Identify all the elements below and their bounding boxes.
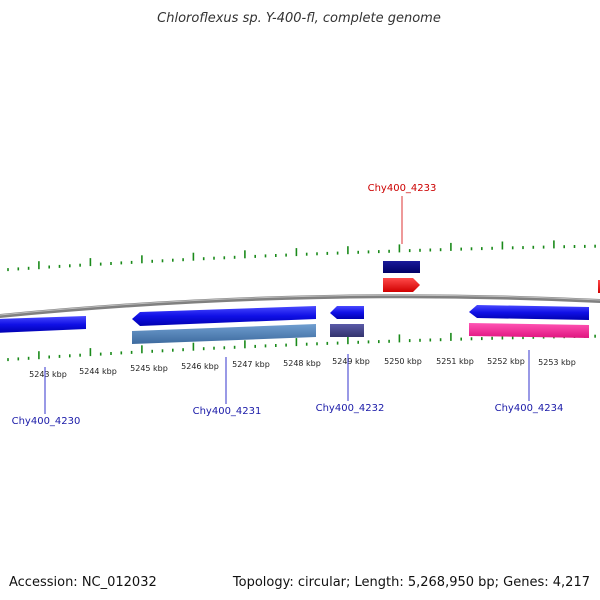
- gene-feature-chy400-4231[interactable]: [132, 306, 316, 326]
- backbone: [0, 294, 600, 319]
- scale-label: 5249 kbp: [332, 357, 370, 366]
- gene-feature-chy400-4232-domain[interactable]: [330, 324, 364, 337]
- outer-tick-marks: [7, 240, 596, 272]
- gene-feature-chy400-4232[interactable]: [330, 306, 364, 319]
- genome-summary-text: Topology: circular; Length: 5,268,950 bp…: [232, 575, 590, 590]
- scale-label: 5245 kbp: [130, 364, 168, 373]
- scale-label: 5253 kbp: [538, 358, 576, 367]
- scale-label: 5244 kbp: [79, 367, 117, 376]
- gene-label-chy400-4233[interactable]: Chy400_4233: [368, 183, 437, 194]
- scale-label: 5243 kbp: [29, 370, 67, 379]
- scale-label: 5247 kbp: [232, 360, 270, 369]
- gene-feature-chy400-4233[interactable]: [383, 278, 420, 292]
- gene-feature-chy400-4234-domain[interactable]: [469, 323, 589, 338]
- scale-label: 5251 kbp: [436, 357, 474, 366]
- gene-feature-chy400-4233-domain[interactable]: [383, 261, 420, 273]
- gene-label-chy400-4231[interactable]: Chy400_4231: [193, 406, 262, 417]
- gene-feature-chy400-4234[interactable]: [469, 305, 589, 320]
- gene-feature-chy400-4230[interactable]: [0, 316, 86, 333]
- map-title: Chloroflexus sp. Y-400-fl, complete geno…: [157, 11, 441, 26]
- gene-feature-chy400-4231-domain[interactable]: [132, 324, 316, 344]
- inner-tick-marks: [7, 330, 596, 362]
- gene-features: [0, 261, 600, 344]
- scale-label: 5252 kbp: [487, 357, 525, 366]
- gene-label-chy400-4230[interactable]: Chy400_4230: [12, 416, 81, 427]
- gene-label-chy400-4232[interactable]: Chy400_4232: [316, 403, 385, 414]
- accession-text: Accession: NC_012032: [9, 575, 157, 590]
- scale-label: 5250 kbp: [384, 357, 422, 366]
- scale-label: 5248 kbp: [283, 359, 321, 368]
- gene-label-chy400-4234[interactable]: Chy400_4234: [495, 403, 564, 414]
- gene-labels: Chy400_4233 Chy400_4230 Chy400_4231 Chy400_…: [12, 183, 564, 427]
- scale-label: 5246 kbp: [181, 362, 219, 371]
- scale-labels: 5243 kbp 5244 kbp 5245 kbp 5246 kbp 5247 kbp…: [29, 357, 576, 379]
